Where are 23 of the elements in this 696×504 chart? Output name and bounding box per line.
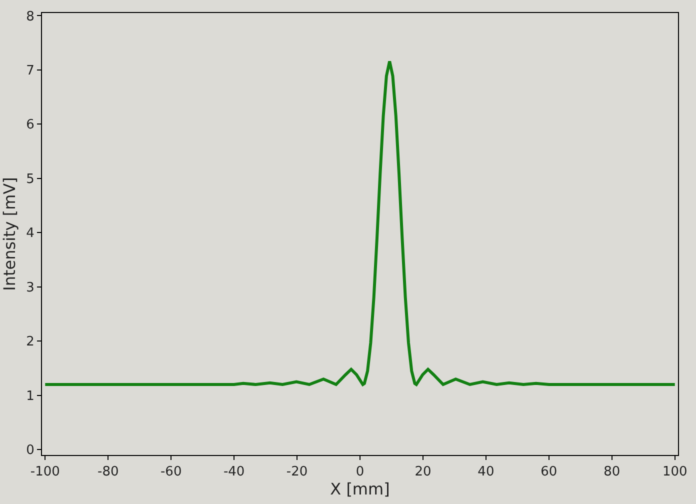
x-tick-label: -40 <box>223 464 245 480</box>
x-tick-label: 20 <box>414 464 432 480</box>
line-series <box>44 60 676 386</box>
x-tick-label: 40 <box>478 464 494 480</box>
y-tick-label: 5 <box>26 172 34 187</box>
x-tick-label: 60 <box>540 464 558 480</box>
y-tick-label: 8 <box>26 9 34 24</box>
x-tick-label: -20 <box>286 464 308 480</box>
y-tick-label: 4 <box>26 226 34 242</box>
y-tick-label: 7 <box>26 63 34 78</box>
y-tick-label: 0 <box>26 443 34 458</box>
x-tick-label: -60 <box>160 464 182 480</box>
y-tick-label: 6 <box>26 118 34 133</box>
x-tick-label: -100 <box>30 464 60 480</box>
y-axis-title: Intensity [mV] <box>0 177 20 291</box>
y-tick-label: 3 <box>26 280 34 296</box>
x-axis-title: X [mm] <box>330 480 390 499</box>
x-tick-label: -80 <box>98 464 119 480</box>
y-tick-label: 1 <box>26 388 34 404</box>
x-tick-label: 0 <box>356 464 364 480</box>
x-tick-label: 80 <box>604 464 620 480</box>
x-tick-label: 100 <box>662 464 688 480</box>
y-tick-label: 2 <box>26 334 34 350</box>
